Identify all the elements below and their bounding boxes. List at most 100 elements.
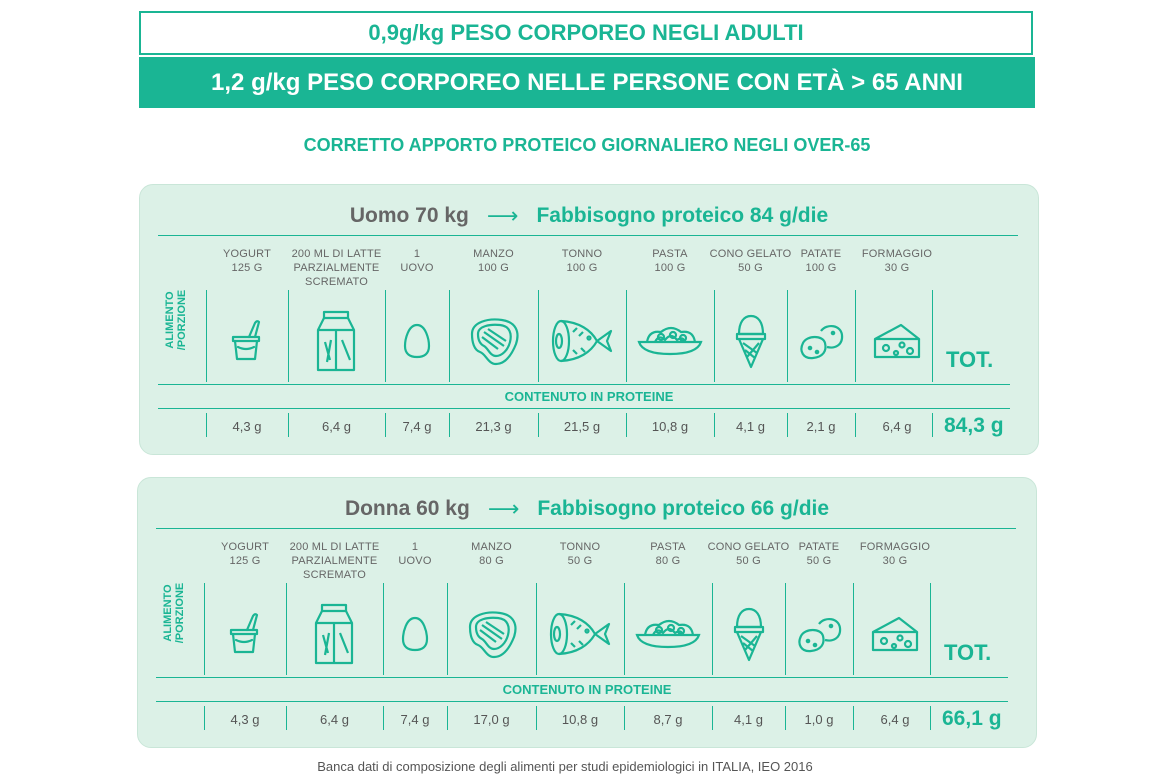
value-divider [383, 706, 384, 730]
value-divider [447, 706, 448, 730]
food-label: CONO GELATO 50 g [702, 540, 795, 568]
column-divider [383, 583, 384, 675]
food-name: PATATE [798, 541, 840, 553]
column-divider [538, 290, 539, 382]
egg-icon [383, 596, 447, 672]
food-label: MANZO 80 g [437, 540, 546, 568]
column-divider [855, 290, 856, 382]
column-divider [932, 290, 933, 382]
page-subtitle: CORRETTO APPORTO PROTEICO GIORNALIERO NE… [303, 135, 871, 155]
food-label: FORMAGGIO 30 g [843, 540, 947, 568]
steak-icon [447, 596, 536, 672]
food-label: PASTA 100 g [616, 247, 724, 275]
value-divider [626, 413, 627, 437]
protein-value: 1,0 g [804, 712, 834, 727]
card-man: Uomo 70 kg ⟶ Fabbisogno proteico 84 g/die C… [139, 184, 1039, 455]
food-quantity: 100 g [805, 262, 837, 274]
column-divider [787, 290, 788, 382]
food-name: CONO GELATO [707, 541, 790, 553]
food-quantity: 30 g [884, 262, 910, 274]
food-label: TONNO 100 g [528, 247, 636, 275]
axis-label-line2: /PORZIONE [176, 289, 188, 351]
protein-value: 21,3 g [475, 419, 512, 434]
food-quantity: 50 g [738, 262, 763, 274]
steak-icon [449, 303, 538, 379]
food-quantity: 30 g [882, 555, 908, 567]
food-quantity: 100 g [478, 262, 509, 274]
food-quantity: 125 g [229, 555, 261, 567]
value-divider [536, 706, 537, 730]
food-label: 1 UOVO [373, 540, 457, 568]
value-divider [853, 706, 854, 730]
food-name: MANZO [473, 248, 514, 260]
yogurt-icon [206, 303, 288, 379]
protein-value: 4,1 g [734, 712, 763, 727]
food-label: 200 ml DI LATTE PARZIALMENTE SCREMATO [278, 247, 395, 289]
value-divider [787, 413, 788, 437]
protein-value: 4,3 g [232, 419, 262, 434]
value-divider [930, 706, 931, 730]
total-value: 84,3 g [944, 414, 1004, 437]
food-quantity: 50 g [567, 555, 593, 567]
food-quantity: UOVO [398, 555, 432, 567]
protein-content-title: CONTENUTO IN PROTEINE [502, 682, 672, 697]
protein-value: 6,4 g [322, 419, 351, 434]
food-name: 200 ml DI LATTE PARZIALMENTE SCREMATO [289, 541, 380, 581]
food-label: PASTA 80 g [614, 540, 722, 568]
card-heading: Donna 60 kg ⟶ Fabbisogno proteico 66 g/die [138, 494, 1036, 524]
food-label: PATATE 50 g [775, 540, 863, 568]
axis-label-line1: ALIMENTO [164, 291, 176, 349]
value-divider [206, 413, 207, 437]
protein-value: 10,8 g [561, 712, 599, 727]
potato-icon [785, 596, 853, 672]
food-quantity: 80 g [655, 555, 681, 567]
column-divider [853, 583, 854, 675]
arrow-icon: ⟶ [486, 203, 519, 228]
column-divider [449, 290, 450, 382]
egg-icon [385, 303, 449, 379]
food-label: YOGURT 125 g [194, 540, 296, 568]
food-label: 1 UOVO [375, 247, 459, 275]
food-portion-axis-label: ALIMENTO/PORZIONE [162, 568, 186, 658]
food-portion-axis-label: ALIMENTO/PORZIONE [164, 275, 188, 365]
protein-value: 21,5 g [563, 419, 601, 434]
yogurt-icon [204, 596, 286, 672]
value-divider [286, 706, 287, 730]
fish-icon [538, 303, 626, 379]
column-divider [785, 583, 786, 675]
protein-value: 4,3 g [230, 712, 260, 727]
column-divider [204, 583, 205, 675]
food-name: PATATE [800, 248, 842, 260]
protein-value: 6,4 g [882, 419, 912, 434]
heading-divider [158, 235, 1018, 236]
pasta-icon [624, 596, 712, 672]
food-name: PASTA [652, 248, 688, 260]
food-label: TONNO 50 g [526, 540, 634, 568]
food-name: PASTA [650, 541, 686, 553]
value-divider [288, 413, 289, 437]
column-divider [447, 583, 448, 675]
protein-value: 7,4 g [402, 419, 432, 434]
food-name: FORMAGGIO [859, 541, 931, 553]
food-quantity: 50 g [806, 555, 832, 567]
food-name: YOGURT [222, 248, 272, 260]
cheese-icon [853, 596, 937, 672]
milk-carton-icon [286, 596, 383, 672]
food-label: MANZO 100 g [439, 247, 548, 275]
icons-divider [156, 677, 1008, 678]
protein-need-label: Fabbisogno proteico 66 g/die [537, 497, 830, 520]
value-divider [714, 413, 715, 437]
heading-divider [156, 528, 1016, 529]
content-divider [158, 408, 1010, 409]
food-label: 200 ml DI LATTE PARZIALMENTE SCREMATO [276, 540, 393, 582]
column-divider [206, 290, 207, 382]
total-value: 66,1 g [942, 707, 1002, 730]
column-divider [626, 290, 627, 382]
value-divider [449, 413, 450, 437]
protein-value: 2,1 g [806, 419, 836, 434]
column-divider [385, 290, 386, 382]
column-divider [286, 583, 287, 675]
adult-protein-band: 0,9g/kg PESO CORPOREO NEGLI ADULTI [139, 11, 1033, 55]
card-woman: Donna 60 kg ⟶ Fabbisogno proteico 66 g/die… [137, 477, 1037, 748]
value-divider [785, 706, 786, 730]
